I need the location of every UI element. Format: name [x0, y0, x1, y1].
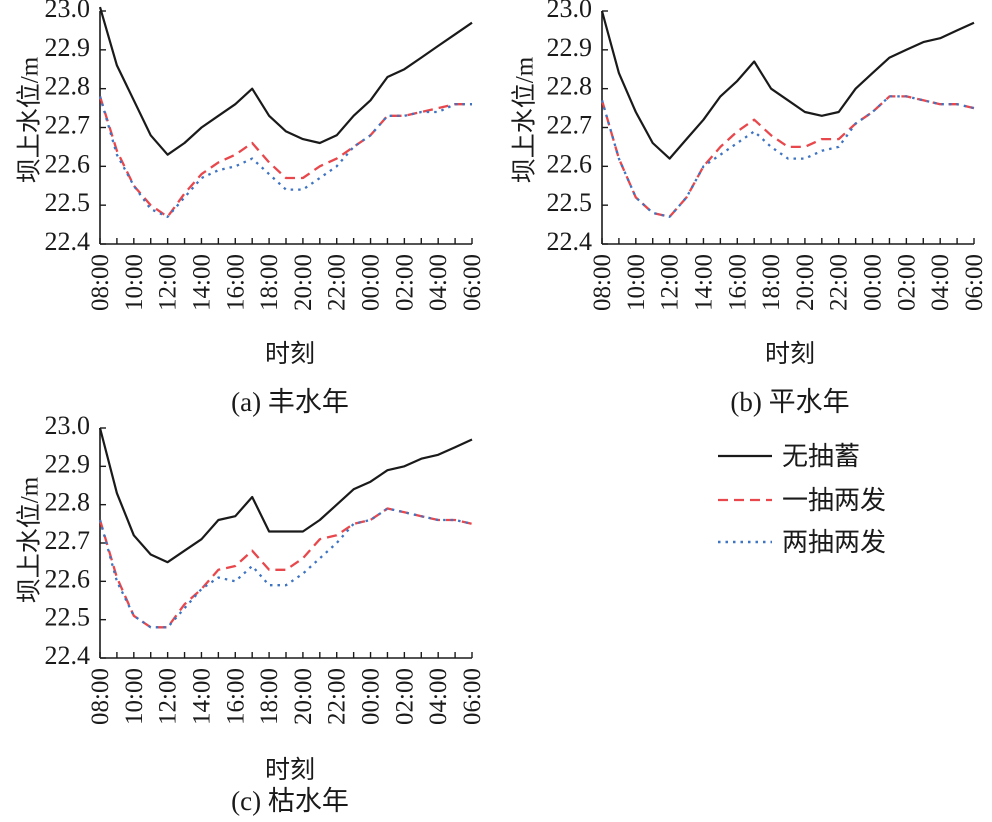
x-tick-label: 02:00 [391, 254, 418, 311]
x-tick-label: 04:00 [425, 668, 452, 725]
series-line [98, 96, 472, 218]
chart-panel-c: 坝上水位/m 22.4 22.5 22.6 22.7 22.8 22.9 23.0 08:0… [16, 411, 486, 816]
legend-item: 两抽两发 [718, 528, 886, 557]
y-tick-label: 22.4 [547, 227, 593, 256]
y-tick-label: 22.7 [547, 110, 593, 139]
x-tick-labels: 08:00 10:00 12:00 14:00 16:00 18:00 20:00 22:00… [589, 254, 988, 311]
y-tick-label: 22.8 [45, 488, 91, 517]
x-tick-label: 20:00 [290, 254, 317, 311]
y-tick-labels: 22.4 22.5 22.6 22.7 22.8 22.9 23.0 [547, 0, 593, 256]
x-tick-label: 18:00 [256, 668, 283, 725]
x-tick-label: 22:00 [324, 668, 351, 725]
x-tick-label: 06:00 [459, 668, 486, 725]
x-tick-label: 02:00 [391, 668, 418, 725]
x-tick-label: 16:00 [222, 254, 249, 311]
y-tick-label: 22.9 [45, 33, 91, 62]
y-tick-label: 22.5 [45, 603, 91, 632]
x-tick-label: 04:00 [927, 254, 954, 311]
x-tick-labels: 08:00 10:00 12:00 14:00 16:00 18:00 20:00 22:00… [87, 254, 486, 311]
y-tick-label: 22.4 [45, 227, 91, 256]
x-tick-label: 20:00 [792, 254, 819, 311]
chart-panel-a: 坝上水位/m 22.4 22.5 22.6 22.7 22.8 22.9 23.0 08:0… [16, 0, 486, 417]
y-tick-label: 22.4 [45, 641, 91, 670]
x-tick-label: 18:00 [256, 254, 283, 311]
legend-label: 一抽两发 [782, 486, 886, 515]
legend-label: 无抽蓄 [782, 442, 860, 471]
y-tick-label: 22.7 [45, 110, 91, 139]
legend-item: 一抽两发 [718, 486, 886, 515]
series-line [600, 95, 975, 218]
series-line [600, 10, 975, 160]
x-tick-label: 08:00 [589, 254, 616, 311]
y-tick-labels: 22.4 22.5 22.6 22.7 22.8 22.9 23.0 [45, 0, 91, 256]
y-axis-title: 坝上水位/m [16, 56, 44, 183]
series-line [98, 427, 473, 564]
x-tick-label: 00:00 [358, 254, 385, 311]
y-tick-label: 22.9 [547, 33, 593, 62]
y-tick-label: 23.0 [45, 411, 91, 440]
y-tick-labels: 22.4 22.5 22.6 22.7 22.8 22.9 23.0 [45, 411, 91, 670]
y-axis-title: 坝上水位/m [16, 476, 44, 603]
y-tick-label: 22.5 [547, 188, 593, 217]
x-tick-label: 20:00 [290, 668, 317, 725]
x-axis-title: 时刻 [765, 340, 815, 368]
series-line [98, 6, 473, 156]
legend-label: 两抽两发 [782, 528, 886, 557]
x-tick-label: 16:00 [724, 254, 751, 311]
series-line [98, 96, 472, 218]
x-tick-label: 22:00 [826, 254, 853, 311]
x-tick-label: 14:00 [188, 254, 215, 311]
x-tick-label: 12:00 [155, 668, 182, 725]
x-tick-label: 12:00 [155, 254, 182, 311]
x-tick-label: 06:00 [459, 254, 486, 311]
plot-area [98, 6, 473, 245]
x-tick-label: 08:00 [87, 254, 114, 311]
x-axis-title: 时刻 [265, 756, 315, 784]
y-tick-label: 22.6 [547, 149, 593, 178]
x-tick-label: 04:00 [425, 254, 452, 311]
plot-area [98, 427, 473, 659]
x-tick-label: 10:00 [121, 668, 148, 725]
y-tick-label: 22.6 [45, 564, 91, 593]
series-line [98, 507, 473, 629]
series-line [600, 95, 975, 218]
x-tick-label: 10:00 [121, 254, 148, 311]
panel-caption: (a) 丰水年 [231, 387, 349, 417]
y-tick-label: 22.8 [547, 72, 593, 101]
x-tick-label: 00:00 [358, 668, 385, 725]
chart-panel-b: 坝上水位/m 22.4 22.5 22.6 22.7 22.8 22.9 23.0 08:0… [511, 0, 988, 417]
legend: 无抽蓄 一抽两发 两抽两发 [718, 442, 886, 557]
y-axis-title: 坝上水位/m [511, 56, 539, 183]
x-tick-label: 14:00 [690, 254, 717, 311]
series-line [98, 507, 473, 629]
x-tick-label: 18:00 [758, 254, 785, 311]
y-tick-label: 22.9 [45, 449, 91, 478]
y-tick-label: 22.5 [45, 188, 91, 217]
x-tick-label: 10:00 [623, 254, 650, 311]
plot-area [600, 10, 975, 245]
x-tick-label: 14:00 [188, 668, 215, 725]
y-tick-label: 22.7 [45, 526, 91, 555]
y-tick-label: 23.0 [547, 0, 593, 23]
x-tick-label: 08:00 [87, 668, 114, 725]
panel-caption: (b) 平水年 [730, 387, 849, 417]
x-tick-labels: 08:00 10:00 12:00 14:00 16:00 18:00 20:00 22:00… [87, 668, 486, 725]
x-axis-title: 时刻 [265, 340, 315, 368]
y-tick-label: 23.0 [45, 0, 91, 23]
panel-caption: (c) 枯水年 [231, 786, 349, 816]
x-tick-label: 22:00 [324, 254, 351, 311]
x-tick-label: 12:00 [657, 254, 684, 311]
x-tick-label: 02:00 [893, 254, 920, 311]
x-tick-label: 00:00 [860, 254, 887, 311]
legend-item: 无抽蓄 [718, 442, 860, 471]
x-tick-label: 16:00 [222, 668, 249, 725]
y-tick-label: 22.6 [45, 149, 91, 178]
x-tick-label: 06:00 [961, 254, 988, 311]
y-tick-label: 22.8 [45, 72, 91, 101]
